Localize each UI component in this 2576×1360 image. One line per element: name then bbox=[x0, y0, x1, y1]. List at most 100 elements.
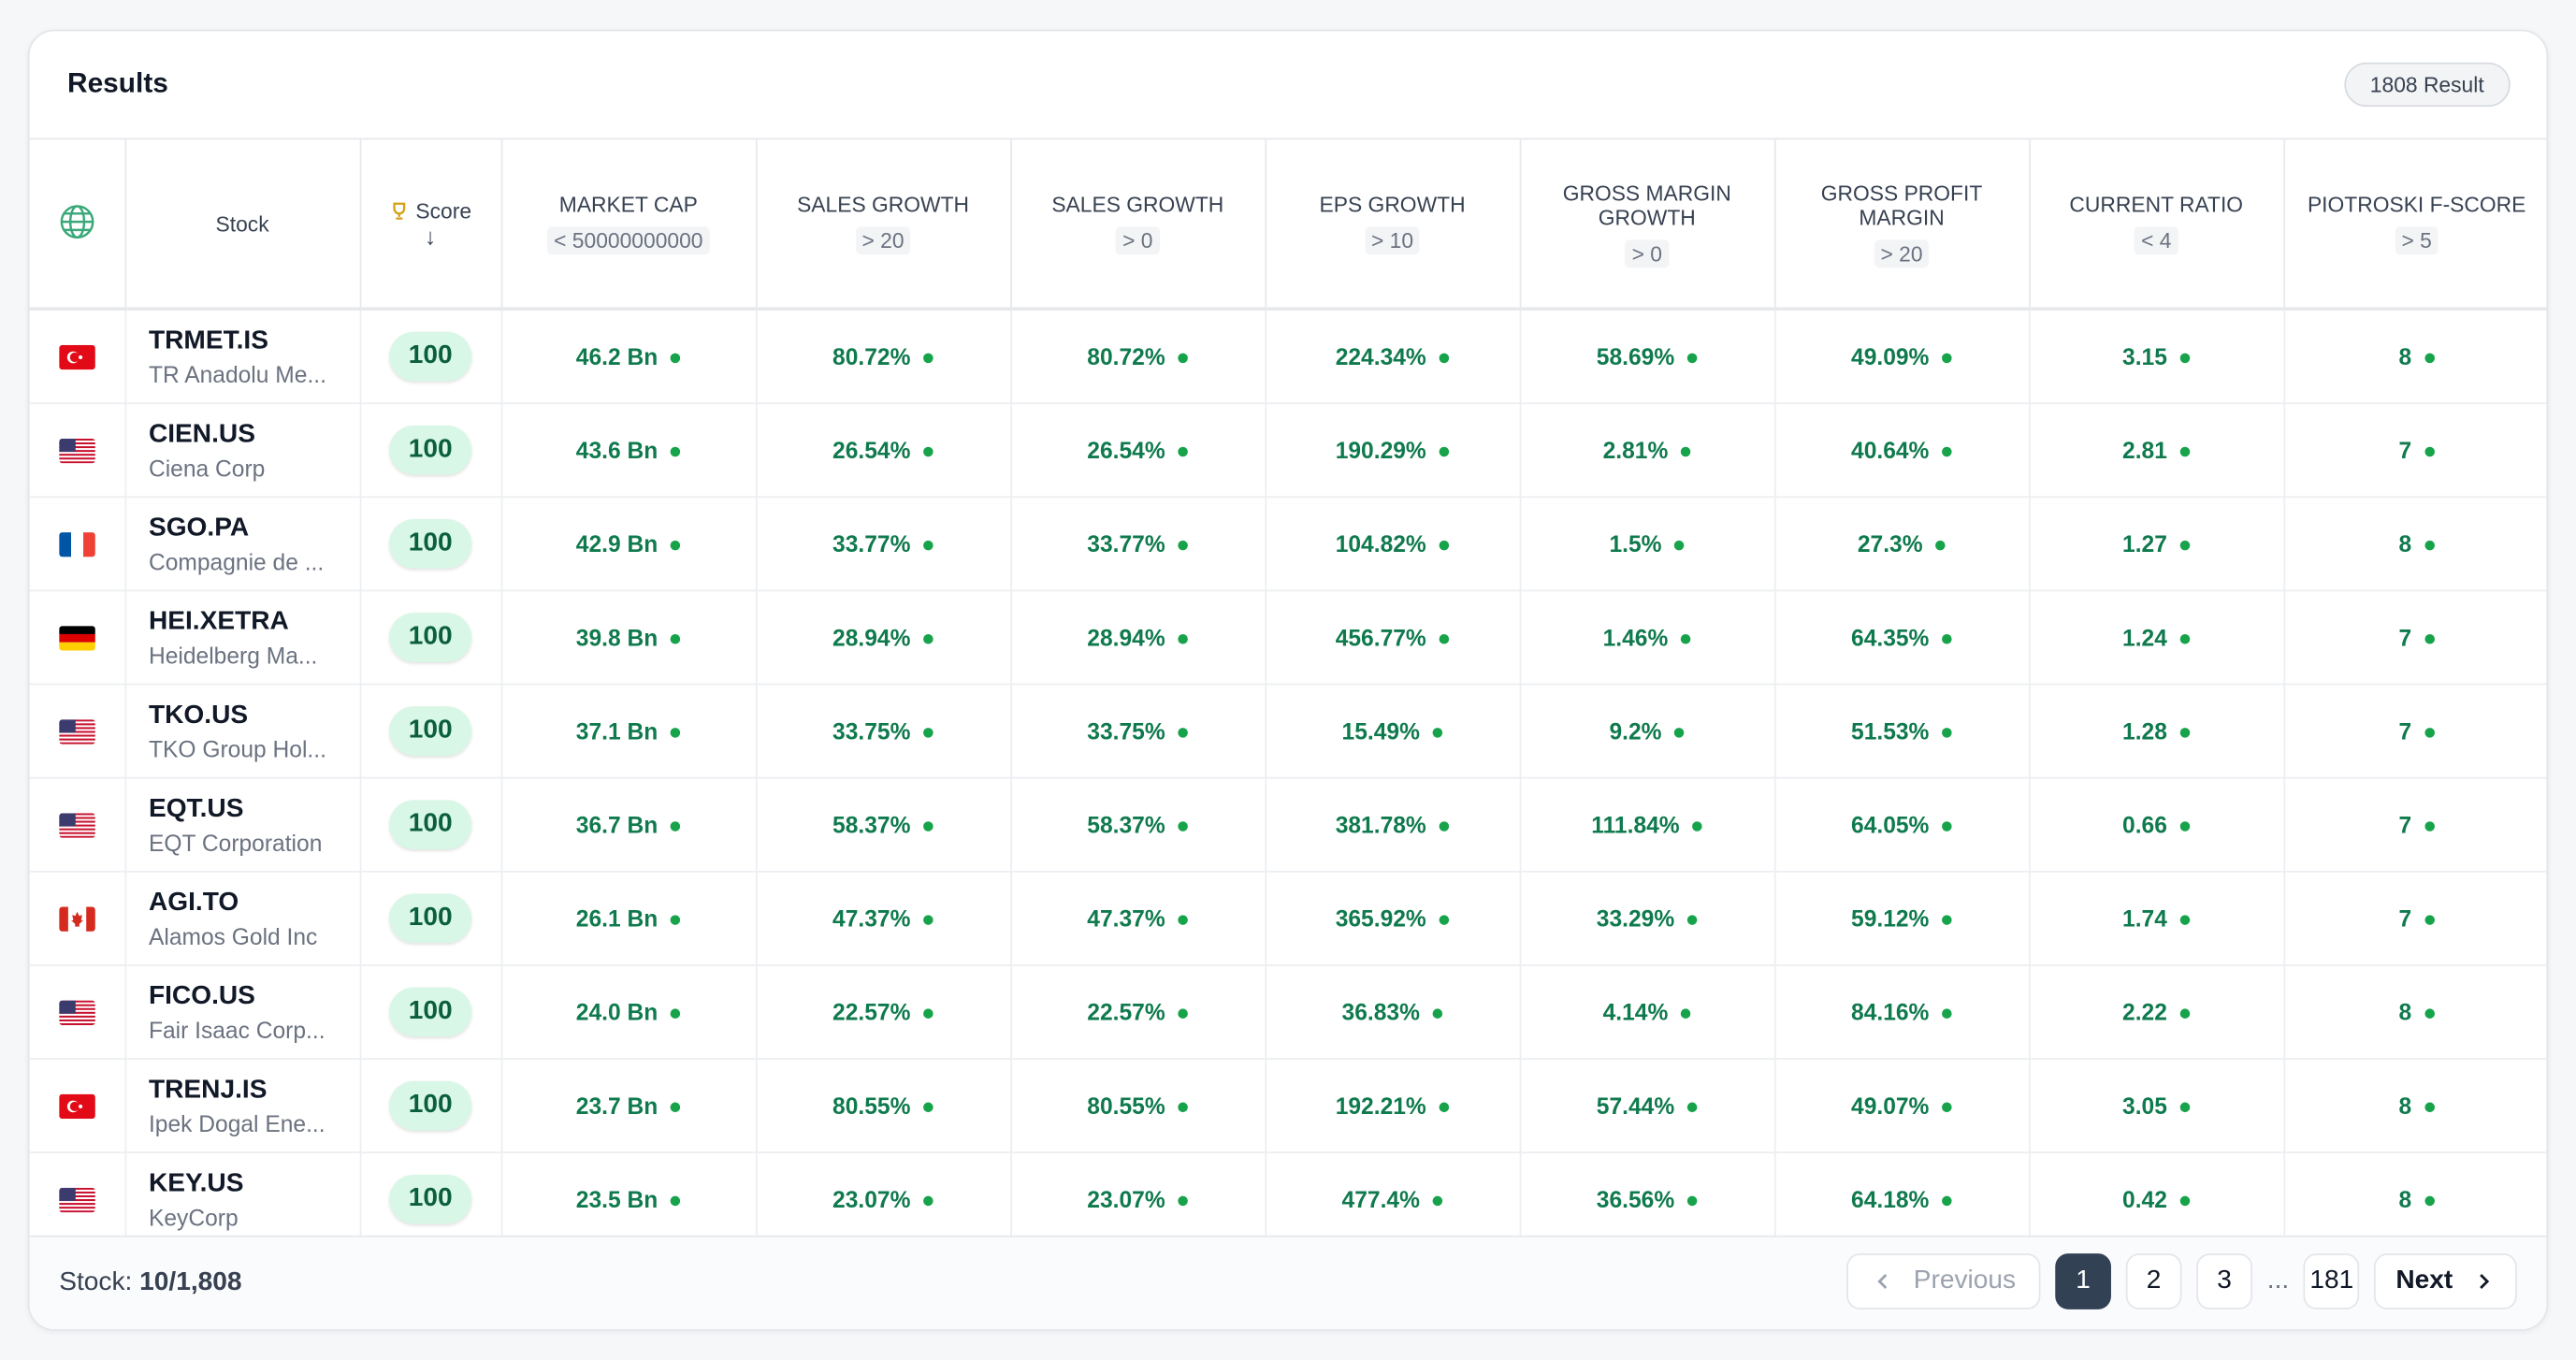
status-dot bbox=[1942, 1196, 1953, 1207]
table-row[interactable]: AGI.TO Alamos Gold Inc 100 26.1 Bn 47.37% 47.… bbox=[29, 871, 2547, 966]
status-dot bbox=[671, 634, 681, 645]
metric-value: 51.53% bbox=[1851, 717, 1930, 745]
stock-cell: FICO.US Fair Isaac Corp... bbox=[124, 964, 361, 1060]
status-dot bbox=[1681, 447, 1691, 457]
metric-value: 23.7 Bn bbox=[575, 1092, 658, 1120]
metric-cell: 8 bbox=[2283, 1152, 2547, 1248]
metric-cell: 33.29% bbox=[1519, 871, 1775, 966]
next-label: Next bbox=[2395, 1266, 2453, 1295]
metric-cell: 64.05% bbox=[1773, 777, 2031, 873]
chevron-right bbox=[2480, 1273, 2490, 1290]
table-row[interactable]: FICO.US Fair Isaac Corp... 100 24.0 Bn 22.57… bbox=[29, 964, 2547, 1060]
metric-value: 33.29% bbox=[1596, 904, 1675, 932]
metric-cell: 3.05 bbox=[2029, 1058, 2285, 1153]
table-row[interactable]: EQT.US EQT Corporation 100 36.7 Bn 58.37% 58.… bbox=[29, 777, 2547, 873]
status-dot bbox=[1439, 821, 1450, 832]
column-header[interactable]: Stock bbox=[124, 139, 361, 311]
flag-cell bbox=[29, 777, 126, 873]
table-row[interactable]: CIEN.US Ciena Corp 100 43.6 Bn 26.54% 26.54% 1… bbox=[29, 403, 2547, 499]
metric-value: 36.7 Bn bbox=[575, 811, 658, 838]
status-dot bbox=[1178, 1008, 1189, 1020]
metric-value: 58.37% bbox=[1087, 811, 1165, 838]
status-dot bbox=[1178, 634, 1189, 645]
status-dot bbox=[1692, 821, 1703, 832]
status-dot bbox=[671, 541, 681, 551]
metric-cell: 49.07% bbox=[1773, 1058, 2031, 1153]
metric-cell: 84.16% bbox=[1773, 964, 2031, 1060]
next-button[interactable]: Next bbox=[2374, 1253, 2517, 1309]
metric-value: 9.2% bbox=[1609, 717, 1662, 745]
column-header[interactable]: GROSS MARGIN GROWTH > 0 bbox=[1519, 139, 1775, 311]
table-row[interactable]: TRMET.IS TR Anadolu Me... 100 46.2 Bn 80.72%… bbox=[29, 309, 2547, 405]
score-pill: 100 bbox=[388, 800, 472, 850]
table-body: TRMET.IS TR Anadolu Me... 100 46.2 Bn 80.72%… bbox=[29, 309, 2547, 1248]
column-header[interactable]: EPS GROWTH > 10 bbox=[1265, 139, 1521, 311]
metric-cell: 23.7 Bn bbox=[500, 1058, 757, 1153]
stock-name: TKO Group Hol... bbox=[148, 734, 326, 762]
metric-value: 1.74 bbox=[2122, 904, 2167, 932]
column-header[interactable]: CURRENT RATIO < 4 bbox=[2029, 139, 2285, 311]
status-dot bbox=[1942, 1103, 1953, 1113]
column-header[interactable]: GROSS PROFIT MARGIN > 20 bbox=[1773, 139, 2031, 311]
column-header[interactable]: MARKET CAP < 50000000000 bbox=[500, 139, 757, 311]
table-row[interactable]: HEI.XETRA Heidelberg Ma... 100 39.8 Bn 28.94… bbox=[29, 590, 2547, 686]
metric-value: 8 bbox=[2398, 1092, 2412, 1120]
metric-cell: 22.57% bbox=[755, 964, 1012, 1060]
status-dot bbox=[1178, 541, 1189, 551]
metric-value: 1.24 bbox=[2122, 624, 2167, 651]
column-header[interactable]: Score ↓ bbox=[359, 139, 502, 311]
metric-cell: 33.75% bbox=[1010, 684, 1266, 779]
flag-icon bbox=[58, 532, 95, 558]
metric-value: 26.1 Bn bbox=[575, 904, 658, 932]
metric-value: 0.66 bbox=[2122, 811, 2167, 838]
metric-cell: 49.09% bbox=[1773, 309, 2031, 405]
status-dot bbox=[1432, 728, 1443, 739]
flag-icon bbox=[58, 626, 95, 652]
status-dot bbox=[1178, 1196, 1189, 1207]
metric-value: 190.29% bbox=[1335, 437, 1426, 464]
column-header[interactable]: PIOTROSKI F-SCORE > 5 bbox=[2283, 139, 2547, 311]
metric-value: 49.07% bbox=[1851, 1092, 1930, 1120]
page-button[interactable]: 181 bbox=[2304, 1253, 2360, 1309]
column-label: PIOTROSKI F-SCORE bbox=[2307, 192, 2526, 217]
column-header[interactable]: SALES GROWTH > 20 bbox=[755, 139, 1012, 311]
metric-value: 1.46% bbox=[1602, 624, 1669, 651]
stock-symbol: TRMET.IS bbox=[148, 326, 268, 354]
metric-cell: 58.37% bbox=[755, 777, 1012, 873]
table-row[interactable]: KEY.US KeyCorp 100 23.5 Bn 23.07% 23.07% 477.4… bbox=[29, 1152, 2547, 1248]
metric-value: 33.75% bbox=[832, 717, 911, 745]
column-header[interactable]: SALES GROWTH > 0 bbox=[1010, 139, 1266, 311]
metric-value: 80.55% bbox=[832, 1092, 911, 1120]
status-dot bbox=[671, 728, 681, 739]
metric-value: 46.2 Bn bbox=[575, 343, 658, 370]
stock-cell: TRENJ.IS Ipek Dogal Ene... bbox=[124, 1058, 361, 1153]
previous-button[interactable]: Previous bbox=[1845, 1253, 2041, 1309]
flag-icon bbox=[58, 439, 95, 464]
metric-cell: 2.22 bbox=[2029, 964, 2285, 1060]
page-button[interactable]: 3 bbox=[2196, 1253, 2252, 1309]
metric-cell: 26.54% bbox=[1010, 403, 1266, 499]
metric-cell: 58.69% bbox=[1519, 309, 1775, 405]
metric-value: 33.77% bbox=[832, 530, 911, 557]
table-row[interactable]: TKO.US TKO Group Hol... 100 37.1 Bn 33.75% 33… bbox=[29, 684, 2547, 779]
page-button[interactable]: 1 bbox=[2055, 1253, 2111, 1309]
page-button[interactable]: 2 bbox=[2125, 1253, 2182, 1309]
metric-value: 224.34% bbox=[1335, 343, 1426, 370]
status-dot bbox=[923, 728, 934, 739]
column-filter: < 50000000000 bbox=[547, 226, 710, 255]
metric-cell: 7 bbox=[2283, 684, 2547, 779]
metric-value: 36.56% bbox=[1596, 1186, 1675, 1213]
metric-value: 8 bbox=[2398, 1186, 2412, 1213]
stock-cell: TKO.US TKO Group Hol... bbox=[124, 684, 361, 779]
table-row[interactable]: TRENJ.IS Ipek Dogal Ene... 100 23.7 Bn 80.55… bbox=[29, 1058, 2547, 1153]
chevron-left bbox=[1876, 1273, 1887, 1290]
status-dot bbox=[1687, 915, 1698, 926]
status-dot bbox=[1432, 1196, 1443, 1207]
stock-cell: EQT.US EQT Corporation bbox=[124, 777, 361, 873]
status-dot bbox=[2424, 447, 2435, 457]
flag-icon bbox=[58, 814, 95, 839]
table-row[interactable]: SGO.PA Compagnie de ... 100 42.9 Bn 33.77% 33… bbox=[29, 497, 2547, 592]
metric-cell: 7 bbox=[2283, 871, 2547, 966]
flag-icon bbox=[58, 1094, 95, 1120]
stock-symbol: CIEN.US bbox=[148, 419, 255, 448]
